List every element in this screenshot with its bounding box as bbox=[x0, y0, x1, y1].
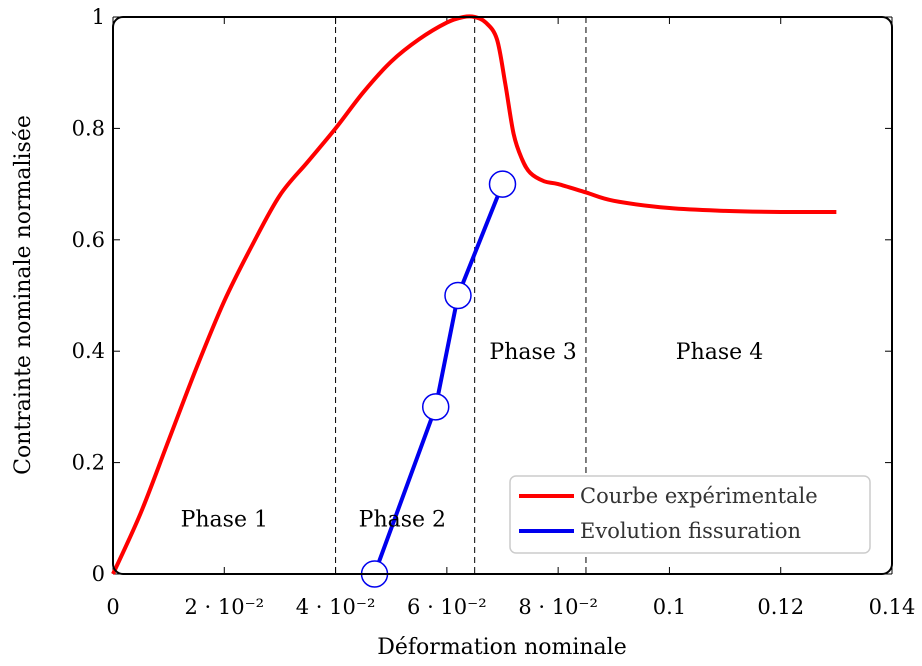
legend: Courbe expérimentale Evolution fissurati… bbox=[509, 475, 871, 554]
y-tick-label: 0.4 bbox=[72, 339, 105, 363]
y-tick-label: 0.6 bbox=[72, 228, 105, 252]
phase-label: Phase 2 bbox=[359, 507, 446, 532]
data-point-1 bbox=[421, 393, 450, 421]
x-tick-label: 0.12 bbox=[757, 595, 804, 619]
y-tick-label: 0.8 bbox=[72, 116, 105, 140]
phase-labels: Phase 1 Phase 2 Phase 3 Phase 4 bbox=[181, 340, 764, 532]
x-tick-label: 0.14 bbox=[869, 595, 916, 619]
x-tick-label: 0.1 bbox=[653, 595, 686, 619]
y-tick-label: 0.2 bbox=[72, 451, 105, 475]
legend-box bbox=[509, 475, 871, 554]
data-point-1 bbox=[488, 170, 517, 198]
y-ticks: 0 0.2 0.4 0.6 0.8 1 bbox=[72, 5, 892, 586]
phase-label: Phase 3 bbox=[489, 340, 576, 365]
plot-frame bbox=[112, 16, 893, 575]
legend-label-experimental: Courbe expérimentale bbox=[580, 484, 818, 508]
phase-label: Phase 1 bbox=[181, 507, 268, 532]
series-line-1 bbox=[372, 183, 505, 575]
x-tick-label: 4 · 10⁻² bbox=[296, 595, 376, 619]
y-axis-title: Contrainte nominale normalisée bbox=[11, 115, 36, 475]
x-ticks: 0 2 · 10⁻² 4 · 10⁻² 6 · 10⁻² 8 · 10⁻² 0.1 0.12… bbox=[106, 17, 915, 619]
x-tick-label: 0 bbox=[106, 595, 119, 619]
data-point-1 bbox=[444, 281, 472, 310]
phase-label: Phase 4 bbox=[676, 340, 763, 365]
y-tick-label: 1 bbox=[92, 5, 105, 29]
y-tick-label: 0 bbox=[92, 562, 105, 586]
x-axis-title: Déformation nominale bbox=[377, 635, 626, 660]
x-tick-label: 2 · 10⁻² bbox=[184, 595, 264, 619]
x-tick-label: 8 · 10⁻² bbox=[518, 595, 598, 619]
legend-label-fissuration: Evolution fissuration bbox=[580, 519, 801, 543]
x-tick-label: 6 · 10⁻² bbox=[407, 595, 487, 619]
